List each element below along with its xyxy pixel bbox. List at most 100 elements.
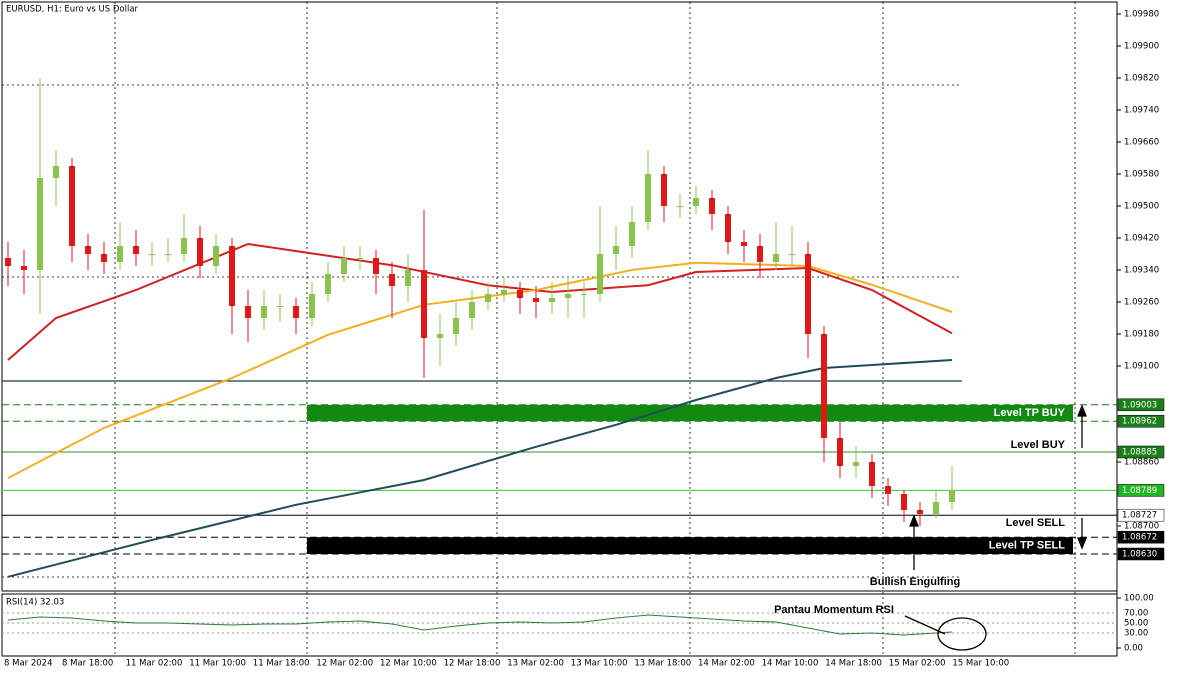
arrow-head <box>1077 404 1087 417</box>
level-price: 1.08630 <box>1122 550 1157 560</box>
candle-body <box>421 270 427 338</box>
chart-title: EURUSD, H1: Euro vs US Dollar <box>6 5 139 15</box>
time-label: 12 Mar 02:00 <box>316 659 373 669</box>
price-label: 1.09420 <box>1124 234 1159 244</box>
rsi-tick-label: 0.00 <box>1124 644 1143 654</box>
candle-body <box>469 302 475 318</box>
candle-body <box>853 462 859 466</box>
candle-body <box>613 246 619 254</box>
price-label: 1.08860 <box>1124 458 1159 468</box>
candle-body <box>21 266 27 270</box>
candle-body <box>933 502 939 514</box>
price-box <box>1117 445 1165 459</box>
candle-body <box>165 254 171 255</box>
price-label: 1.09660 <box>1124 138 1159 148</box>
price-box <box>1117 484 1165 497</box>
time-label: 12 Mar 18:00 <box>444 659 501 669</box>
candle-body <box>245 306 251 318</box>
time-label: 14 Mar 02:00 <box>698 659 755 669</box>
price-label: 1.09500 <box>1124 202 1159 212</box>
candle-body <box>197 238 203 266</box>
candle-body <box>645 174 651 222</box>
time-label: 13 Mar 02:00 <box>507 659 564 669</box>
candle-body <box>805 254 811 334</box>
price-label: 1.09340 <box>1124 266 1159 276</box>
level-price: 1.08672 <box>1122 533 1157 543</box>
candle-body <box>773 254 779 262</box>
candle-body <box>149 254 155 255</box>
price-label: 1.09100 <box>1124 362 1159 372</box>
candle-body <box>485 294 491 302</box>
candle-body <box>453 318 459 334</box>
candle-body <box>501 290 507 294</box>
time-label: 14 Mar 10:00 <box>762 659 819 669</box>
candle-body <box>869 462 875 486</box>
candle-body <box>533 298 539 302</box>
candle-body <box>133 246 139 254</box>
rsi-tick-label: 100.00 <box>1124 594 1154 604</box>
candle-body <box>917 510 923 514</box>
level-price: 1.08727 <box>1122 511 1157 521</box>
tp-sell-zone-label: Level TP SELL <box>989 540 1065 552</box>
level-price: 1.08885 <box>1122 448 1157 458</box>
level-price: 1.08789 <box>1122 486 1157 496</box>
candle-body <box>693 198 699 206</box>
candle-body <box>309 294 315 318</box>
time-label: 12 Mar 10:00 <box>380 659 437 669</box>
candle-body <box>565 294 571 298</box>
tp-buy-zone-label: Level TP BUY <box>994 407 1066 419</box>
candle-body <box>517 290 523 298</box>
level-buy-label: Level BUY <box>1011 439 1066 451</box>
time-label: 8 Mar 2024 <box>4 659 52 669</box>
rsi-tick-label: 70.00 <box>1124 609 1148 619</box>
candle-body <box>677 206 683 207</box>
rsi-label: RSI(14) 32.03 <box>6 598 64 608</box>
candle-body <box>85 246 91 254</box>
candle-body <box>725 214 731 242</box>
candle-body <box>101 254 107 262</box>
moving-average <box>7 359 953 578</box>
candle-body <box>181 238 187 254</box>
candle-body <box>949 490 955 502</box>
candle-body <box>549 298 555 302</box>
candle-body <box>373 258 379 274</box>
engulfing-label: Bullish Engulfing <box>870 576 960 588</box>
arrow-head <box>909 514 919 527</box>
time-label: 8 Mar 18:00 <box>62 659 113 669</box>
rsi-tick-label: 30.00 <box>1124 629 1148 639</box>
candle-body <box>293 306 299 318</box>
price-label: 1.09580 <box>1124 170 1159 180</box>
candle-body <box>661 174 667 206</box>
arrow-head <box>1077 537 1087 550</box>
candle-body <box>277 306 283 307</box>
price-box <box>1117 547 1165 561</box>
price-label: 1.09740 <box>1124 106 1159 116</box>
level-price: 1.09003 <box>1122 400 1157 410</box>
tp-buy-zone <box>307 404 1073 422</box>
tp-sell-zone <box>307 537 1073 554</box>
rsi-line <box>7 614 953 636</box>
candle-body <box>357 258 363 259</box>
price-label: 1.09900 <box>1124 42 1159 52</box>
price-label: 1.09980 <box>1124 10 1159 20</box>
time-label: 11 Mar 18:00 <box>253 659 310 669</box>
time-label: 13 Mar 18:00 <box>634 659 691 669</box>
time-label: 15 Mar 02:00 <box>889 659 946 669</box>
level-sell-label: Level SELL <box>1006 517 1066 529</box>
price-box <box>1117 414 1165 428</box>
candle-body <box>757 246 763 262</box>
candle-body <box>437 334 443 338</box>
price-label: 1.08700 <box>1124 522 1159 532</box>
candle-body <box>53 166 59 178</box>
candle-body <box>341 258 347 274</box>
candle-body <box>117 246 123 262</box>
time-label: 11 Mar 10:00 <box>189 659 246 669</box>
candle-body <box>789 254 795 255</box>
candle-body <box>229 246 235 306</box>
candle-body <box>405 270 411 286</box>
candle-body <box>885 486 891 494</box>
price-label: 1.09180 <box>1124 330 1159 340</box>
candle-body <box>325 274 331 294</box>
candle-body <box>261 306 267 318</box>
